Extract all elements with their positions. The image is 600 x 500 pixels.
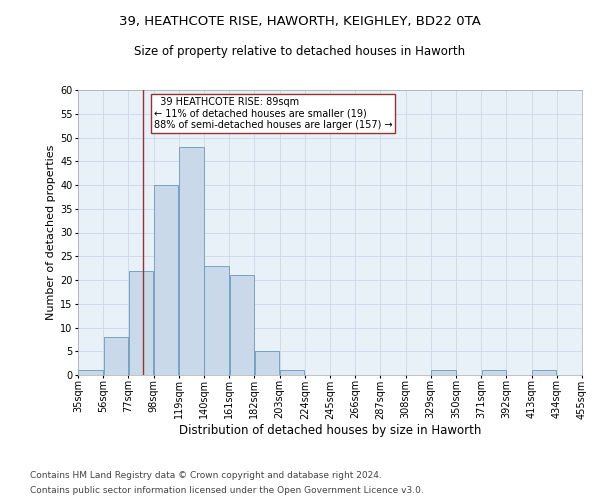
Text: Contains public sector information licensed under the Open Government Licence v3: Contains public sector information licen…	[30, 486, 424, 495]
Bar	[205, 266, 229, 375]
Bar	[104, 337, 128, 375]
Text: 39, HEATHCOTE RISE, HAWORTH, KEIGHLEY, BD22 0TA: 39, HEATHCOTE RISE, HAWORTH, KEIGHLEY, B…	[119, 15, 481, 28]
Y-axis label: Number of detached properties: Number of detached properties	[46, 145, 56, 320]
Bar	[482, 370, 506, 375]
Bar	[129, 270, 153, 375]
Bar	[154, 185, 178, 375]
X-axis label: Distribution of detached houses by size in Haworth: Distribution of detached houses by size …	[179, 424, 481, 437]
Text: Size of property relative to detached houses in Haworth: Size of property relative to detached ho…	[134, 45, 466, 58]
Bar	[255, 351, 279, 375]
Bar	[431, 370, 455, 375]
Bar	[79, 370, 103, 375]
Bar	[280, 370, 304, 375]
Text: 39 HEATHCOTE RISE: 89sqm
← 11% of detached houses are smaller (19)
88% of semi-d: 39 HEATHCOTE RISE: 89sqm ← 11% of detach…	[154, 97, 392, 130]
Bar	[179, 147, 203, 375]
Bar	[532, 370, 556, 375]
Text: Contains HM Land Registry data © Crown copyright and database right 2024.: Contains HM Land Registry data © Crown c…	[30, 471, 382, 480]
Bar	[230, 275, 254, 375]
